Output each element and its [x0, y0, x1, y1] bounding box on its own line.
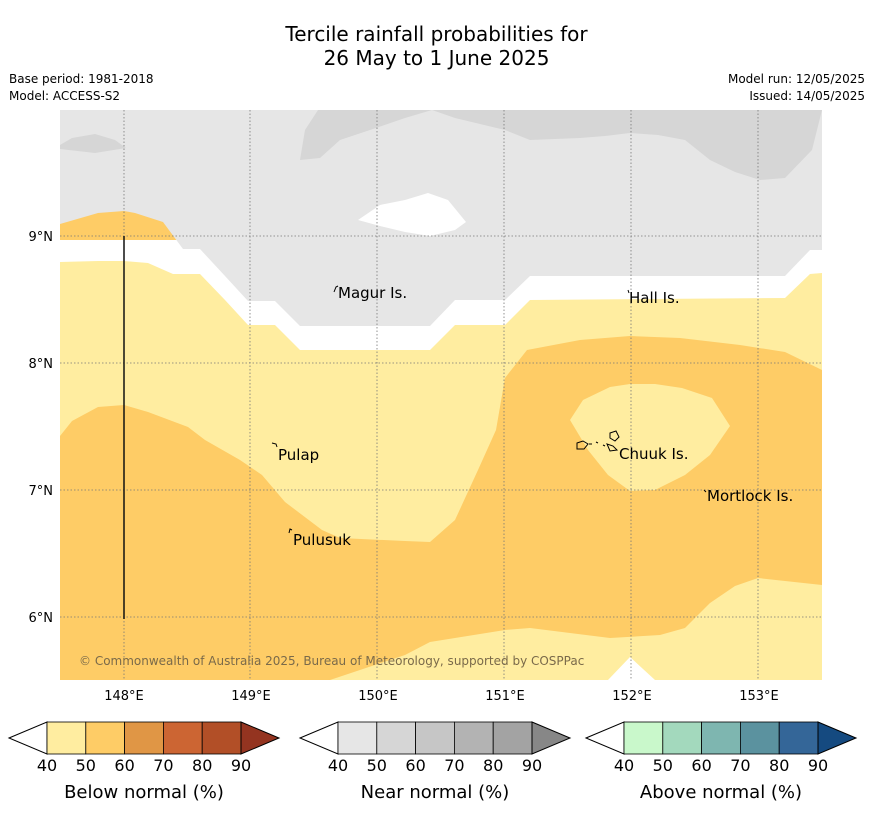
island-pulusuk: [288, 528, 293, 534]
colorbar-segment: [453, 721, 494, 755]
island-magur: [333, 285, 339, 293]
colorbar-tick-label: 60: [691, 756, 711, 775]
colorbar-tick-label: 90: [231, 756, 251, 775]
region-near-60-west: [60, 134, 126, 153]
copyright-notice: © Commonwealth of Australia 2025, Bureau…: [79, 654, 584, 668]
lat-tick-7: 7°N: [29, 484, 54, 499]
colorbar-tick-label: 50: [367, 756, 387, 775]
colorbar-label: Near normal (%): [361, 782, 510, 803]
island-hall: [627, 289, 630, 294]
region-white-notch: [608, 657, 655, 680]
colorbar-below-normal: 40 50 60 70 80 90 Below normal (%): [7, 721, 281, 803]
island-chuuk-3: [606, 443, 619, 452]
colorbar-near-normal: 40 50 60 70 80 90 Near normal (%): [298, 721, 572, 803]
colorbar-tick-label: 50: [653, 756, 673, 775]
meta-left: Base period: 1981-2018 Model: ACCESS-S2: [9, 71, 154, 105]
colorbar-tick-label: 80: [483, 756, 503, 775]
island-chuuk-2: [609, 430, 620, 442]
colorbar-above-normal: 40 50 60 70 80 90 Above normal (%): [584, 721, 858, 803]
colorbar-tick-label: 70: [730, 756, 750, 775]
colorbar-tick-label: 90: [808, 756, 828, 775]
colorbar-tick-label: 40: [614, 756, 634, 775]
colorbar-segment: [662, 721, 702, 755]
lat-tick-8: 8°N: [29, 357, 54, 372]
place-label-mortlock: Mortlock Is.: [707, 487, 793, 505]
colorbar-low-extend: [7, 721, 48, 755]
colorbar-tick-label: 70: [153, 756, 173, 775]
colorbar-segment: [85, 721, 126, 755]
colorbar-label: Below normal (%): [64, 782, 224, 803]
region-near-60-north: [300, 110, 822, 180]
colorbar-high-extend: [817, 721, 858, 755]
colorbar-high-extend: [240, 721, 281, 755]
colorbar-high-extend: [531, 721, 572, 755]
region-below-50-south: [60, 578, 822, 680]
colorbar-tick-label: 50: [76, 756, 96, 775]
map-area: [60, 110, 822, 680]
island-chuuk-4: [589, 441, 606, 447]
model-name: Model: ACCESS-S2: [9, 89, 121, 103]
colorbar-segment: [201, 721, 242, 755]
colorbar-label: Above normal (%): [640, 782, 802, 803]
colorbar-segment: [46, 721, 87, 755]
lon-tick-152: 152°E: [612, 689, 652, 704]
colorbar-tick-label: 40: [37, 756, 57, 775]
lon-tick-151: 151°E: [485, 689, 525, 704]
issued-date: Issued: 14/05/2025: [749, 89, 865, 103]
lon-tick-149: 149°E: [231, 689, 271, 704]
colorbar-segment: [415, 721, 455, 755]
place-label-pulap: Pulap: [278, 446, 319, 464]
colorbar-tick-label: 60: [405, 756, 425, 775]
base-period: Base period: 1981-2018: [9, 72, 154, 86]
colorbar-segment: [740, 721, 780, 755]
colorbar-low-extend: [298, 721, 339, 755]
place-label-pulusuk: Pulusuk: [293, 531, 351, 549]
chart-title: Tercile rainfall probabilities for 26 Ma…: [0, 22, 873, 70]
meta-right: Model run: 12/05/2025 Issued: 14/05/2025: [728, 71, 865, 105]
island-outlines: [271, 285, 707, 534]
colorbar-segment: [124, 721, 164, 755]
colorbar-tick-label: 60: [114, 756, 134, 775]
colorbar-low-extend: [584, 721, 625, 755]
colorbar-segment: [778, 721, 819, 755]
lon-tick-150: 150°E: [358, 689, 398, 704]
title-line-2: 26 May to 1 June 2025: [323, 46, 550, 70]
place-label-chuuk: Chuuk Is.: [619, 445, 688, 463]
lat-tick-9: 9°N: [29, 230, 54, 245]
model-run: Model run: 12/05/2025: [727, 72, 865, 86]
region-below-50-chuuk: [570, 384, 730, 491]
colorbar-segment: [337, 721, 378, 755]
colorbar-segment: [162, 721, 203, 755]
lon-tick-148: 148°E: [104, 689, 144, 704]
colorbar-tick-label: 90: [522, 756, 542, 775]
lat-tick-6: 6°N: [29, 611, 54, 626]
colorbar-tick-label: 70: [444, 756, 464, 775]
lon-tick-153: 153°E: [739, 689, 779, 704]
region-white-hole: [358, 193, 466, 236]
colorbar-segment: [623, 721, 664, 755]
colorbar-tick-label: 80: [769, 756, 789, 775]
place-label-magur: Magur Is.: [338, 284, 407, 302]
colorbar-tick-label: 40: [328, 756, 348, 775]
island-pulap: [271, 442, 278, 448]
island-mortlock: [703, 489, 707, 493]
title-line-1: Tercile rainfall probabilities for: [285, 22, 588, 46]
colorbar-segment: [492, 721, 533, 755]
place-label-hall: Hall Is.: [629, 289, 680, 307]
colorbar-segment: [701, 721, 741, 755]
colorbar-tick-label: 80: [192, 756, 212, 775]
island-chuuk-1: [576, 440, 589, 450]
colorbar-segment: [376, 721, 416, 755]
